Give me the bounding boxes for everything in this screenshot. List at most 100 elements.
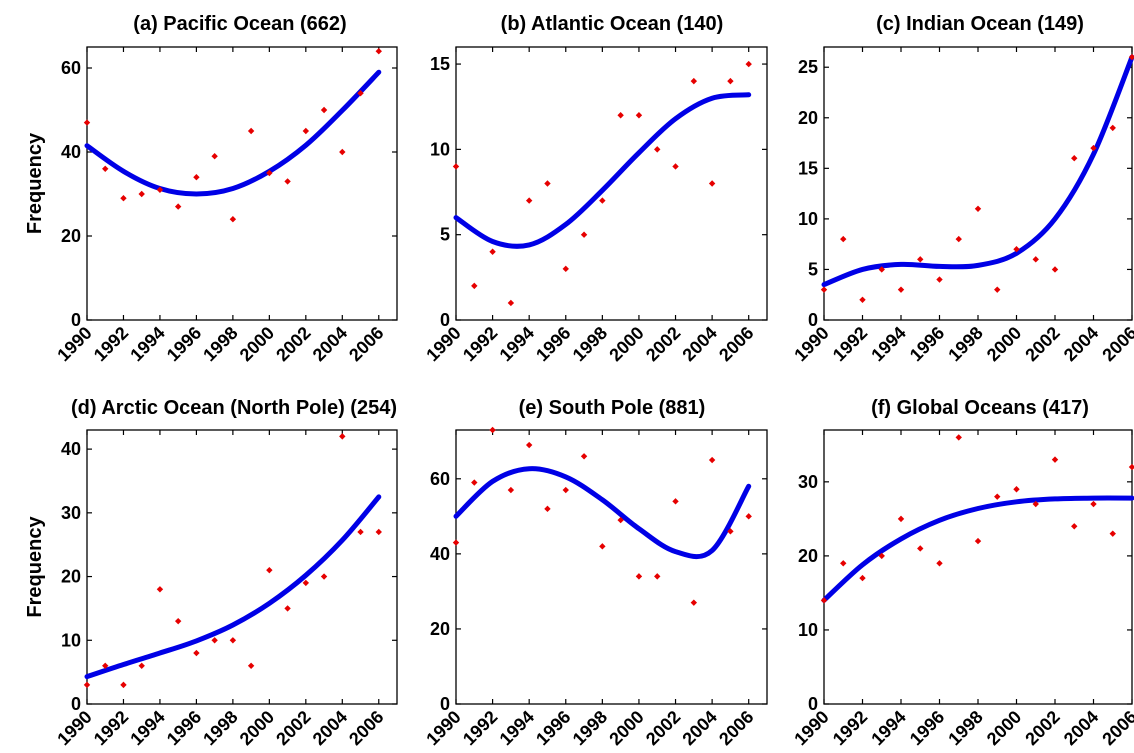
plot-frame-global [823, 429, 1133, 705]
x-tick-label: 2004 [678, 707, 720, 749]
data-point [1071, 155, 1078, 162]
data-point [936, 560, 943, 567]
data-point [1032, 500, 1039, 508]
data-point [507, 486, 515, 494]
x-tick-label: 2006 [715, 707, 757, 749]
x-tick-label: 2002 [272, 323, 314, 365]
data-point [690, 77, 698, 85]
y-tick-label: 40 [430, 544, 450, 564]
y-axis-label-arctic: Frequency [24, 516, 46, 618]
y-tick-label: 20 [430, 619, 450, 639]
y-tick-label: 10 [61, 630, 81, 650]
data-point [1090, 144, 1097, 152]
y-tick-label: 10 [430, 139, 450, 159]
data-point [357, 528, 364, 536]
x-tick-label: 1996 [906, 707, 948, 749]
y-tick-label: 20 [798, 546, 818, 566]
y-tick-label: 0 [808, 310, 818, 330]
data-point [820, 597, 828, 604]
trend-curve-indian [821, 54, 1134, 288]
y-tick-label: 15 [430, 54, 450, 74]
data-point [672, 498, 679, 505]
x-tick-label: 2006 [1098, 323, 1134, 365]
data-point [544, 505, 551, 513]
y-tick-label: 20 [61, 567, 81, 587]
data-point [211, 153, 218, 160]
data-point [375, 528, 382, 536]
data-point [375, 48, 382, 55]
x-tick-label: 1992 [90, 323, 132, 365]
trend-curve-south-pole [453, 466, 752, 560]
x-tick-label: 1990 [790, 323, 832, 365]
data-point [878, 266, 885, 273]
x-tick-label: 2006 [345, 707, 387, 749]
data-point [1090, 500, 1097, 508]
data-point [897, 515, 905, 523]
data-point [266, 566, 273, 574]
x-tick-label: 2000 [605, 707, 647, 749]
data-point [994, 286, 1001, 293]
y-tick-label: 0 [71, 310, 81, 330]
x-tick-label: 1996 [163, 323, 205, 365]
data-point [617, 112, 624, 119]
data-point [102, 662, 109, 669]
y-tick-label: 0 [440, 310, 450, 330]
x-tick-label: 1994 [867, 707, 909, 749]
data-point [635, 573, 643, 580]
panel-indian: (c) Indian Ocean (149) 0 5 10 15 20 25 19901992… [790, 13, 1134, 365]
data-point [193, 174, 200, 181]
data-point [745, 60, 752, 68]
y-tick-label: 10 [798, 209, 818, 229]
x-tick-label: 2002 [642, 707, 684, 749]
data-point [120, 195, 127, 202]
y-tick-label: 60 [61, 58, 81, 78]
plot-frame-south-pole [455, 429, 768, 705]
y-tick-label: 40 [61, 439, 81, 459]
x-tick-label: 1990 [790, 707, 832, 749]
data-point [562, 486, 569, 494]
data-point [156, 186, 164, 193]
data-point [544, 180, 551, 187]
data-point [471, 282, 478, 290]
data-point [102, 165, 109, 172]
data-point [284, 605, 291, 612]
data-point [156, 586, 164, 593]
panel-pacific: (a) Pacific Ocean (662) Frequency 0 20 40 60 1… [24, 13, 398, 365]
data-point [507, 299, 515, 307]
panel-title-pacific: (a) Pacific Ocean (662) [133, 13, 346, 35]
x-tick-label: 2002 [1021, 323, 1063, 365]
data-point [489, 426, 496, 434]
panel-title-global: (f) Global Oceans (417) [871, 397, 1089, 419]
x-tick-label: 2004 [309, 707, 351, 749]
data-point [525, 197, 533, 204]
data-point [229, 637, 237, 644]
x-tick-label: 1998 [569, 323, 611, 365]
y-tick-label: 25 [798, 57, 818, 77]
data-point [1013, 486, 1020, 493]
data-point [1051, 266, 1059, 273]
data-point [580, 453, 588, 460]
data-point [284, 178, 291, 185]
data-point [599, 197, 606, 204]
data-point [174, 203, 182, 210]
x-tick-label: 2002 [1021, 707, 1063, 749]
x-tick-label: 1990 [53, 707, 95, 749]
plot-area-arctic [83, 433, 382, 689]
x-tick-label: 1996 [532, 323, 574, 365]
y-tick-label: 20 [61, 226, 81, 246]
x-tick-label: 2000 [983, 707, 1025, 749]
data-point [1109, 124, 1116, 132]
data-point [83, 681, 91, 689]
data-point [1071, 523, 1078, 530]
plot-area-atlantic [452, 60, 752, 307]
x-tick-label: 2000 [236, 707, 278, 749]
data-point [727, 528, 734, 535]
plot-frame-pacific [86, 46, 398, 321]
panel-title-atlantic: (b) Atlantic Ocean (140) [501, 13, 724, 35]
x-tick-label: 2004 [309, 323, 351, 365]
data-point [859, 574, 866, 582]
y-tick-label: 5 [440, 225, 450, 245]
panel-title-arctic: (d) Arctic Ocean (North Pole) (254) [71, 397, 397, 419]
data-point [1013, 246, 1020, 253]
